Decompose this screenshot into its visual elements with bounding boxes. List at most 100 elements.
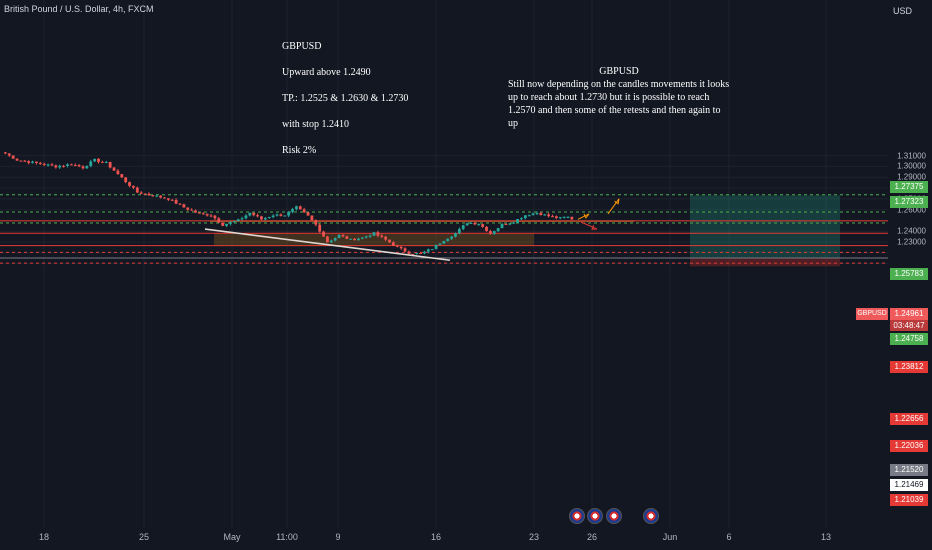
price-axis-label: 1.29000 bbox=[897, 172, 926, 182]
candle bbox=[139, 192, 143, 194]
candle bbox=[46, 164, 50, 166]
candle bbox=[7, 153, 11, 156]
price-axis-label: 1.31000 bbox=[897, 151, 926, 161]
forecast-arrow-head bbox=[614, 198, 620, 205]
economic-event-flag-icon[interactable] bbox=[606, 508, 622, 524]
candle bbox=[271, 215, 275, 218]
trade-plan-note[interactable]: GBPUSD Upward above 1.2490 TP.: 1.2525 &… bbox=[282, 40, 408, 170]
economic-event-flag-icon[interactable] bbox=[587, 508, 603, 524]
forecast-arrow bbox=[607, 198, 620, 215]
chart-zones bbox=[210, 195, 840, 267]
candle bbox=[527, 215, 531, 217]
candle bbox=[283, 215, 287, 217]
trend-line bbox=[204, 228, 451, 262]
forecast-note[interactable]: GBPUSD Still now depending on the candle… bbox=[508, 65, 730, 130]
candle bbox=[147, 193, 151, 196]
candle bbox=[423, 251, 426, 254]
candle bbox=[326, 236, 329, 243]
candle bbox=[23, 160, 27, 162]
candle bbox=[322, 231, 325, 237]
candle bbox=[124, 177, 128, 183]
candle bbox=[252, 212, 256, 216]
candle bbox=[135, 187, 139, 193]
candle bbox=[77, 165, 81, 167]
price-tag: 1.25783 bbox=[890, 268, 928, 280]
price-tag: 1.24758 bbox=[890, 333, 928, 345]
long-position-stop-area bbox=[690, 257, 840, 267]
time-axis-label: 9 bbox=[335, 532, 341, 542]
candle bbox=[229, 222, 232, 224]
candle bbox=[407, 251, 411, 254]
candle bbox=[508, 223, 512, 225]
economic-event-flag-icon[interactable] bbox=[643, 508, 659, 524]
candle bbox=[535, 213, 539, 215]
price-tag: 1.21039 bbox=[890, 494, 928, 506]
candle bbox=[159, 195, 162, 198]
candle bbox=[500, 224, 504, 229]
candle bbox=[481, 224, 485, 227]
candle bbox=[104, 162, 108, 164]
candle bbox=[295, 206, 298, 210]
candle bbox=[225, 223, 228, 226]
candle bbox=[186, 207, 190, 210]
candle bbox=[570, 216, 574, 220]
candle bbox=[128, 182, 131, 186]
candle bbox=[395, 245, 399, 247]
candle bbox=[89, 161, 93, 167]
candle bbox=[198, 212, 201, 214]
candle bbox=[562, 217, 566, 219]
economic-event-flag-icon[interactable] bbox=[569, 508, 585, 524]
candle bbox=[85, 166, 89, 169]
price-tag: 1.22036 bbox=[890, 440, 928, 452]
forecast-arrow-head bbox=[591, 225, 598, 230]
candle bbox=[298, 206, 302, 210]
candle bbox=[489, 231, 492, 234]
candle bbox=[217, 218, 221, 223]
candle bbox=[244, 215, 248, 219]
candle bbox=[170, 199, 174, 201]
candle bbox=[73, 165, 77, 167]
candle bbox=[341, 235, 345, 237]
candle bbox=[337, 235, 341, 238]
candle bbox=[35, 161, 38, 163]
candle bbox=[201, 213, 205, 215]
drawings bbox=[204, 198, 620, 262]
candle bbox=[132, 185, 135, 188]
time-axis-label: 11:00 bbox=[276, 532, 298, 542]
candle bbox=[116, 170, 120, 175]
horizontal-levels bbox=[0, 194, 888, 264]
price-axis-label: 1.23000 bbox=[897, 237, 926, 247]
candle bbox=[209, 215, 213, 217]
candle bbox=[469, 222, 473, 224]
candle bbox=[66, 164, 69, 166]
candle bbox=[93, 158, 97, 162]
note-line: Risk 2% bbox=[282, 145, 317, 156]
candle bbox=[108, 162, 112, 168]
candle bbox=[353, 238, 356, 241]
candle bbox=[178, 203, 182, 205]
candle bbox=[465, 223, 469, 226]
candle bbox=[190, 209, 194, 211]
candle bbox=[411, 253, 415, 255]
candle bbox=[477, 224, 481, 226]
forecast-arrow bbox=[580, 221, 598, 230]
candle bbox=[357, 238, 360, 241]
candle bbox=[205, 213, 209, 216]
candle bbox=[364, 236, 368, 238]
candle bbox=[232, 221, 236, 223]
candle bbox=[419, 253, 422, 255]
candle bbox=[97, 158, 100, 162]
candles bbox=[4, 151, 574, 256]
candle bbox=[558, 217, 562, 219]
candle bbox=[372, 232, 376, 236]
candle bbox=[496, 228, 500, 232]
candle bbox=[310, 215, 314, 221]
candle bbox=[256, 215, 259, 217]
symbol-title[interactable]: British Pound / U.S. Dollar, 4h, FXCM bbox=[4, 4, 154, 14]
time-axis-label: 13 bbox=[820, 532, 832, 542]
forecast-note-title: GBPUSD bbox=[599, 66, 639, 77]
candle bbox=[457, 228, 461, 234]
price-axis-label: 1.30000 bbox=[897, 161, 926, 171]
candle bbox=[516, 219, 519, 223]
